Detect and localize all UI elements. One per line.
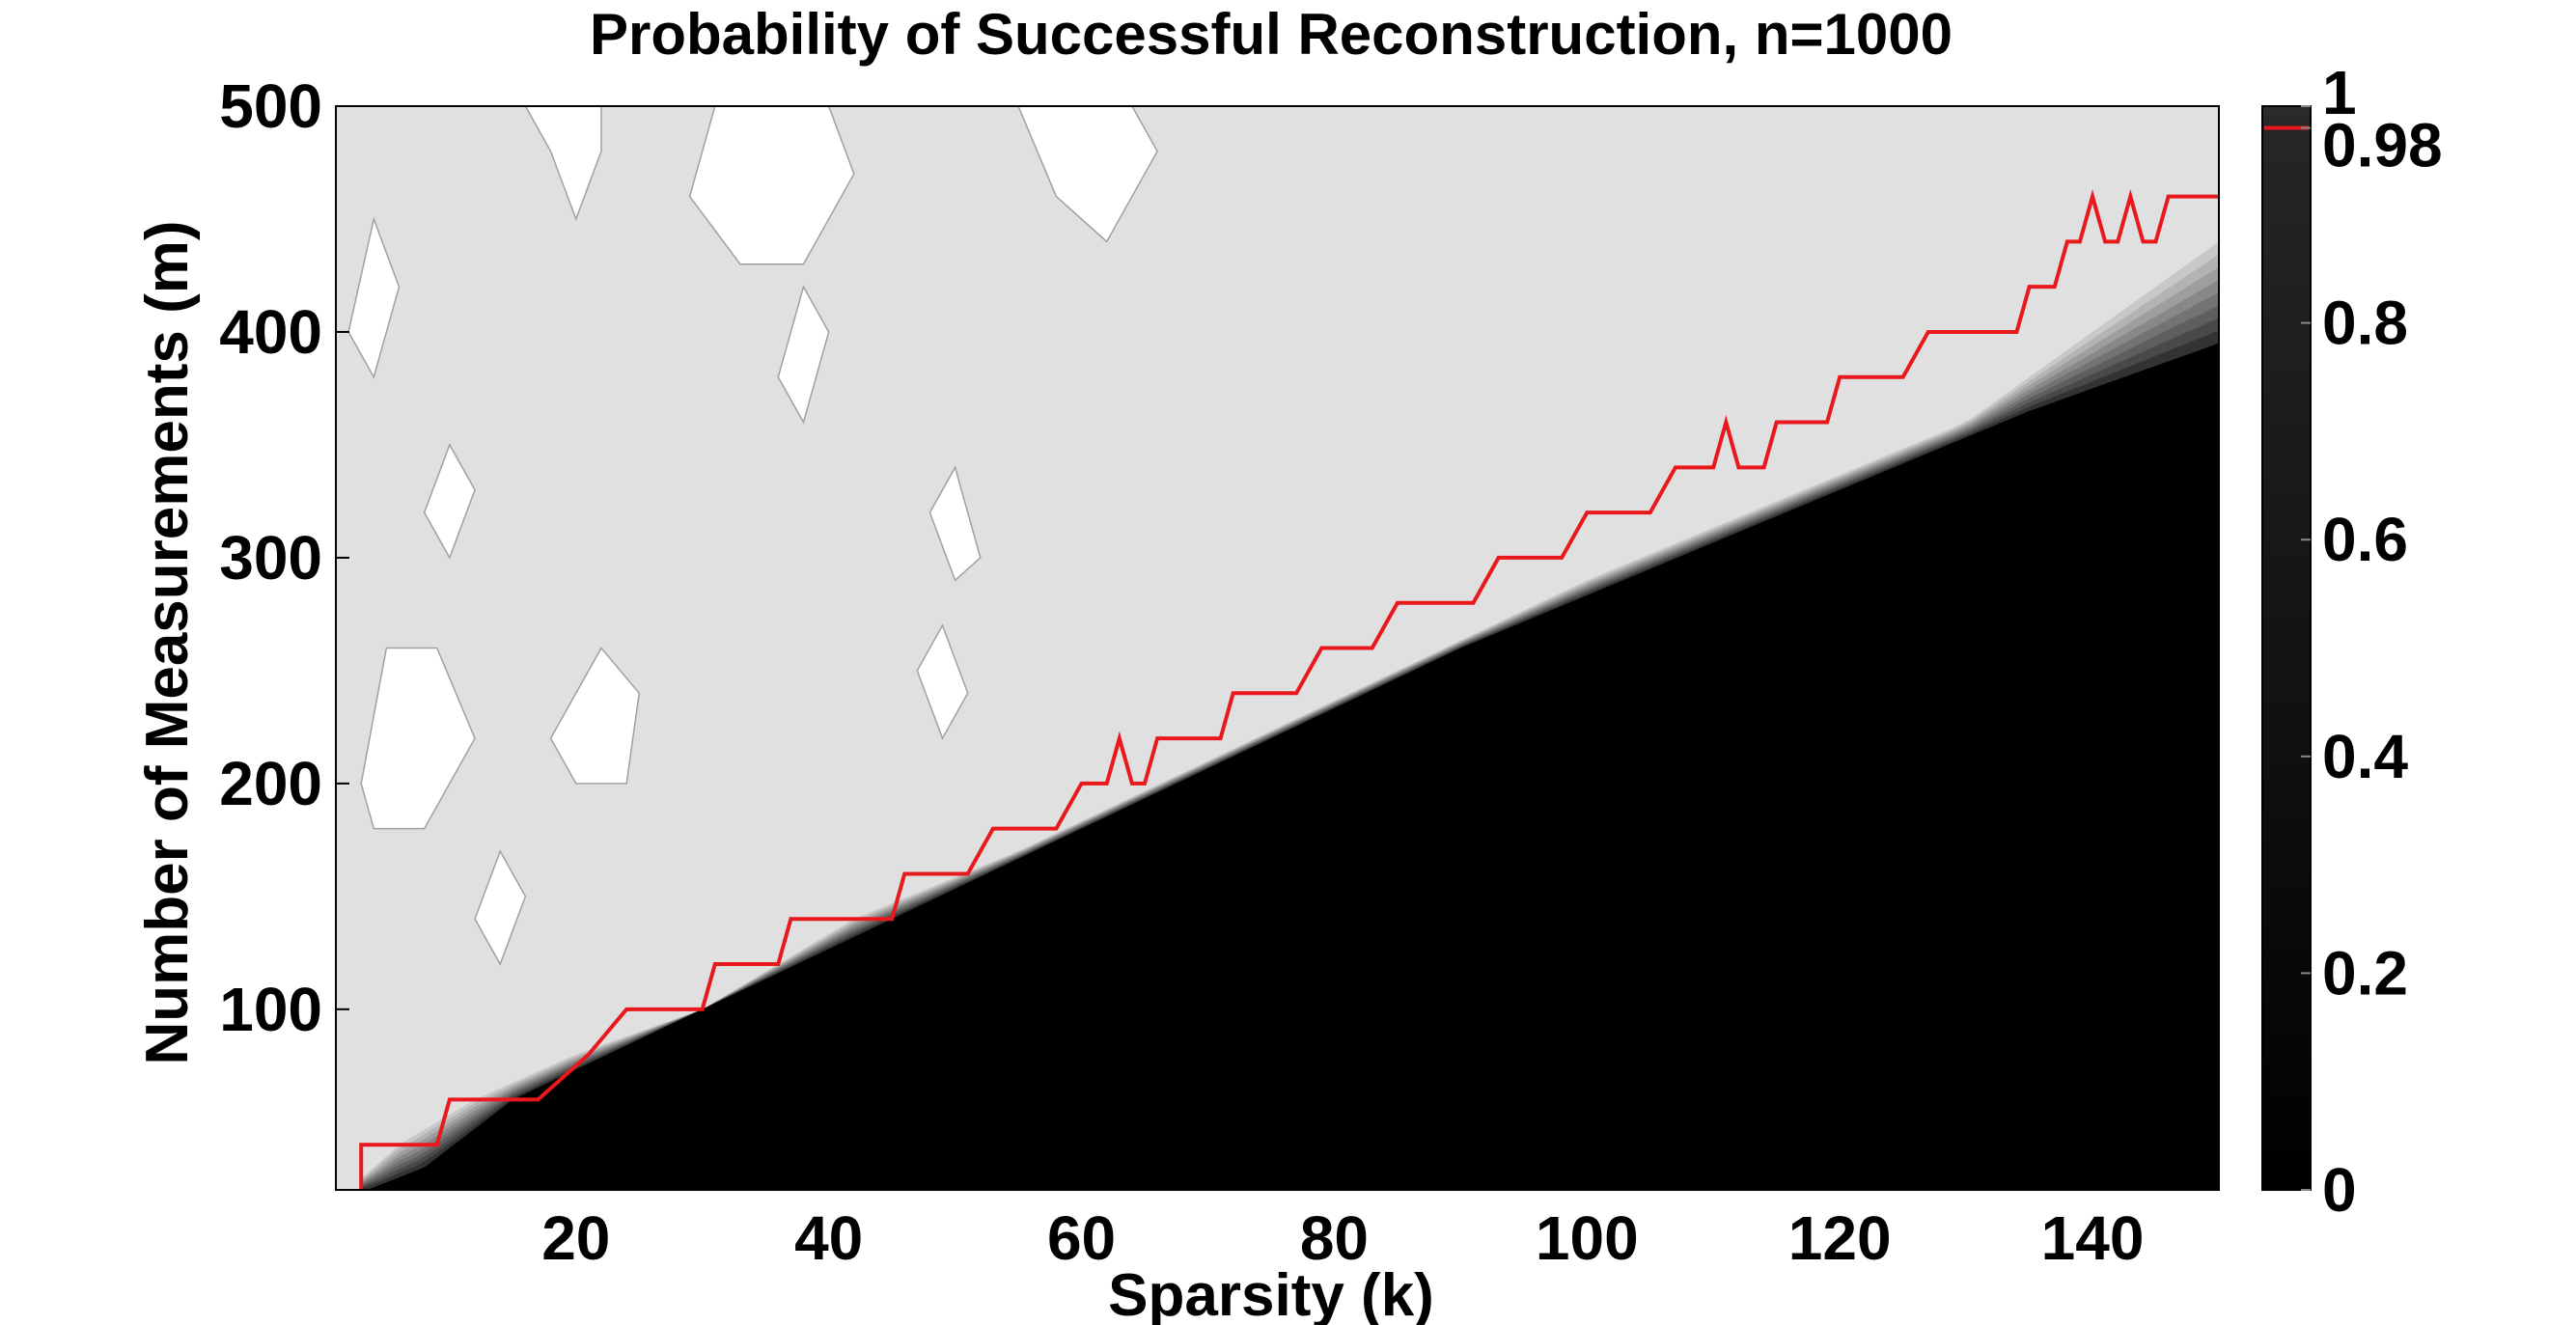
chart-title: Probability of Successful Reconstruction… bbox=[590, 2, 1953, 67]
x-tick-label: 20 bbox=[541, 1203, 610, 1273]
colorbar-gradient bbox=[2261, 105, 2312, 1191]
contour-0.98-line bbox=[359, 189, 2219, 1190]
colorbar-tick-label: 0.8 bbox=[2322, 289, 2408, 358]
plot-frame bbox=[335, 105, 2220, 1191]
plot-area bbox=[335, 105, 2220, 1191]
white-patch bbox=[916, 623, 969, 740]
y-axis-ticks: 100 200 300 400 500 bbox=[219, 71, 349, 1044]
x-axis-ticks: 20 40 60 80 100 120 140 bbox=[541, 1176, 2144, 1273]
white-patch bbox=[928, 465, 982, 582]
colorbar-tick-label: 1 bbox=[2322, 58, 2357, 127]
y-axis-label: Number of Measurements (m) bbox=[134, 220, 201, 1064]
white-patch bbox=[777, 285, 830, 425]
y-tick-label: 500 bbox=[219, 71, 322, 141]
y-tick-label: 400 bbox=[219, 297, 322, 367]
x-tick-label: 120 bbox=[1788, 1203, 1892, 1273]
y-tick-label: 300 bbox=[219, 523, 322, 593]
colorbar-ticks: 0 0.2 0.4 0.6 0.8 0.981 bbox=[2301, 58, 2443, 1225]
colorbar-tick-label: 0.6 bbox=[2322, 505, 2408, 574]
white-patch bbox=[549, 647, 641, 785]
colorbar-tick-label: 0.98 bbox=[2322, 110, 2443, 179]
white-patch bbox=[360, 647, 476, 830]
x-tick-label: 140 bbox=[2041, 1203, 2145, 1273]
colorbar-tick-label: 0.2 bbox=[2322, 938, 2408, 1008]
x-tick-label: 40 bbox=[794, 1203, 863, 1273]
x-tick-label: 60 bbox=[1047, 1203, 1116, 1273]
white-patch bbox=[423, 443, 476, 560]
x-tick-label: 100 bbox=[1536, 1203, 1639, 1273]
failure-region bbox=[367, 343, 2220, 1190]
white-patches bbox=[347, 105, 1158, 966]
white-patch bbox=[347, 216, 401, 379]
x-tick-label: 80 bbox=[1300, 1203, 1369, 1273]
colorbar-tick-label: 0.4 bbox=[2322, 722, 2408, 791]
x-axis-label: Sparsity (k) bbox=[1108, 1262, 1434, 1325]
colorbar: 0 0.2 0.4 0.6 0.8 0.981 bbox=[2261, 58, 2443, 1225]
white-patch bbox=[474, 849, 527, 966]
y-tick-label: 100 bbox=[219, 975, 322, 1044]
y-tick-label: 200 bbox=[219, 749, 322, 818]
colorbar-tick-label: 0 bbox=[2322, 1155, 2357, 1225]
